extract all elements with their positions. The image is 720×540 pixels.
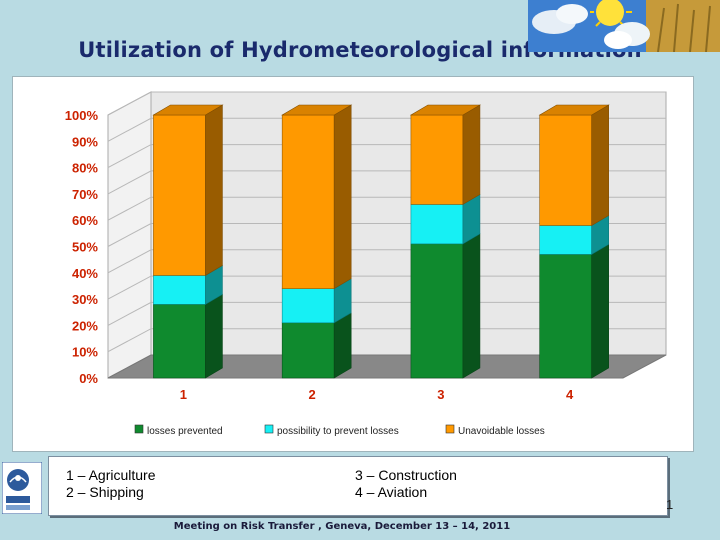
- y-gridline: [107, 328, 666, 353]
- y-tick-label: 20%: [72, 318, 98, 333]
- legend-swatch: [445, 424, 455, 434]
- y-tick-label: 50%: [72, 240, 98, 255]
- organization-logo-icon: [1, 461, 43, 515]
- x-tick-label: 4: [566, 387, 574, 402]
- bar-segment: [409, 104, 482, 205]
- bar-segment: [539, 243, 609, 379]
- y-tick-label: 80%: [72, 161, 98, 176]
- legend-swatch: [264, 424, 274, 434]
- bar-segment: [539, 214, 609, 255]
- y-gridline: [107, 223, 666, 247]
- y-tick-label: 30%: [72, 292, 98, 307]
- x-tick-label: 3: [437, 387, 444, 402]
- legend-series-label: possibility to prevent losses: [277, 426, 399, 437]
- y-gridline: [107, 170, 666, 195]
- bar-segment: [152, 104, 224, 276]
- y-gridline: [107, 91, 666, 116]
- x-tick-label: 1: [180, 387, 187, 402]
- legend-sector-agriculture: 1 – Agriculture: [66, 467, 156, 483]
- legend-sector-aviation: 4 – Aviation: [355, 484, 428, 500]
- y-tick-label: 0%: [79, 371, 98, 386]
- page-number: 1: [666, 497, 674, 512]
- legend-sector-construction: 3 – Construction: [355, 467, 457, 483]
- sector-legend: 1 – Agriculture 2 – Shipping 3 – Constru…: [48, 456, 668, 516]
- bar-segment: [410, 233, 481, 379]
- legend-swatch: [134, 424, 144, 434]
- y-tick-label: 90%: [72, 134, 98, 149]
- y-gridline: [107, 117, 666, 142]
- y-tick-label: 60%: [72, 213, 98, 228]
- bar-segment: [153, 264, 223, 305]
- y-tick-label: 10%: [72, 345, 98, 360]
- y-tick-label: 100%: [65, 108, 99, 123]
- stacked-percent-bar-chart: 0% 10% 20% 30% 40% 50% 60% 70% 80% 90% 100% 1 2 3 4 los…: [65, 91, 667, 437]
- y-gridline: [107, 144, 666, 169]
- slide-footer: Meeting on Risk Transfer , Geneva, Decem…: [173, 521, 511, 532]
- y-tick-label: 40%: [72, 266, 98, 281]
- legend-series-label: Unavoidable losses: [458, 426, 545, 437]
- weather-sun-cloud-icon: [528, 0, 720, 52]
- legend-sector-shipping: 2 – Shipping: [66, 484, 144, 500]
- chart-frame: 0% 10% 20% 30% 40% 50% 60% 70% 80% 90% 100% 1 2 3 4 los…: [12, 76, 694, 452]
- y-gridline: [107, 301, 666, 326]
- bar-segment: [281, 278, 352, 324]
- y-gridline: [107, 249, 666, 274]
- y-tick-label: 70%: [72, 187, 98, 202]
- bar-segment: [153, 293, 223, 379]
- x-tick-label: 2: [309, 387, 316, 402]
- bar-segment: [281, 104, 353, 290]
- bar-segment: [538, 104, 610, 226]
- legend-series-label: losses prevented: [147, 426, 223, 437]
- y-gridline: [107, 196, 666, 221]
- bar-segment: [281, 312, 352, 379]
- y-gridline: [107, 275, 666, 300]
